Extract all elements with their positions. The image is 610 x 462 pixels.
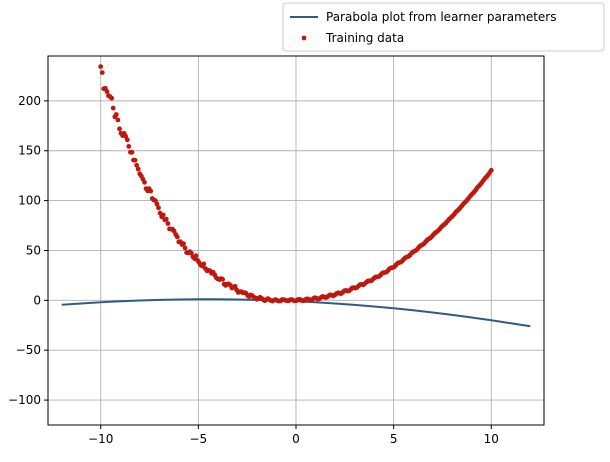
data-point	[135, 166, 141, 172]
data-point	[174, 234, 180, 240]
y-tick-label: 0	[33, 293, 41, 307]
legend-label-training-data: Training data	[325, 31, 404, 45]
point-layer	[98, 64, 494, 304]
data-point	[134, 162, 140, 168]
data-point	[110, 105, 116, 111]
legend: Parabola plot from learner parameters Tr…	[282, 2, 605, 52]
legend-box	[282, 2, 605, 52]
data-point	[163, 216, 169, 222]
y-tick-label: −50	[16, 343, 41, 357]
data-point	[126, 144, 132, 149]
data-point	[113, 112, 119, 117]
legend-point-swatch	[301, 35, 307, 41]
legend-label-parabola: Parabola plot from learner parameters	[326, 10, 556, 24]
data-point	[181, 241, 186, 247]
x-tick-label: 10	[484, 432, 499, 446]
data-point	[109, 95, 115, 101]
data-point	[193, 253, 199, 259]
data-point	[117, 126, 122, 132]
data-point	[124, 137, 130, 143]
data-point	[132, 157, 138, 163]
x-tick-label: 0	[292, 432, 300, 446]
data-point	[220, 276, 226, 282]
data-point	[142, 179, 147, 185]
data-point	[104, 89, 110, 94]
y-tick-label: 150	[18, 144, 41, 158]
data-point	[182, 245, 188, 251]
x-tick-label: −5	[190, 432, 208, 446]
data-point	[129, 149, 135, 155]
data-point	[98, 64, 104, 69]
data-point	[165, 221, 171, 226]
y-tick-label: 100	[18, 194, 41, 208]
y-tick-label: 200	[18, 94, 41, 108]
data-point	[201, 261, 207, 267]
data-point	[154, 201, 160, 207]
data-point	[99, 70, 105, 75]
x-tick-label: −10	[88, 432, 113, 446]
data-point	[115, 117, 121, 123]
y-tick-label: −100	[8, 393, 41, 407]
x-tick-label: 5	[390, 432, 398, 446]
y-tick-label: 50	[26, 243, 41, 257]
data-point	[148, 188, 154, 194]
data-point	[188, 250, 194, 256]
data-point	[156, 205, 161, 211]
data-point	[488, 167, 494, 173]
data-point	[160, 212, 166, 218]
